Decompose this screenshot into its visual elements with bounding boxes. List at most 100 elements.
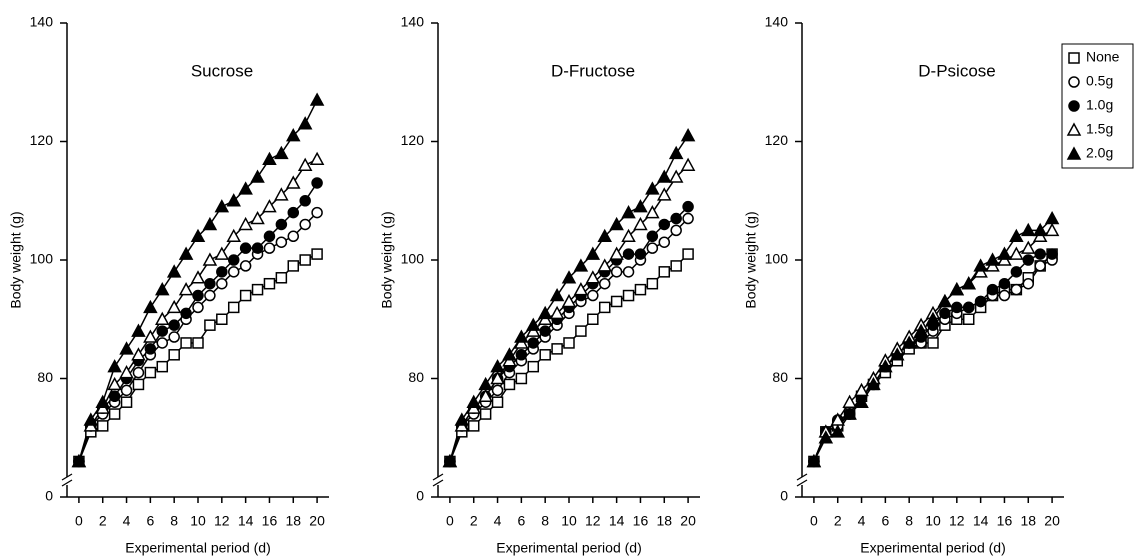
marker bbox=[561, 293, 577, 308]
marker bbox=[1032, 222, 1048, 237]
marker bbox=[1034, 260, 1046, 272]
marker bbox=[587, 313, 599, 325]
marker bbox=[561, 270, 577, 284]
marker bbox=[878, 359, 893, 373]
marker bbox=[143, 299, 158, 314]
marker bbox=[155, 311, 170, 325]
marker bbox=[539, 349, 551, 361]
marker bbox=[299, 218, 311, 231]
marker bbox=[527, 360, 540, 373]
marker bbox=[551, 343, 563, 355]
x-tick-label: 0 bbox=[810, 513, 818, 529]
y-axis-label: Body weight (g) bbox=[8, 211, 24, 308]
marker bbox=[657, 169, 672, 183]
marker bbox=[239, 260, 252, 272]
marker bbox=[961, 276, 976, 290]
marker bbox=[610, 266, 623, 278]
chart-title: D-Fructose bbox=[551, 61, 635, 80]
marker bbox=[645, 205, 660, 219]
marker bbox=[549, 305, 565, 320]
x-axis-label: Experimental period (d) bbox=[860, 540, 1006, 556]
marker bbox=[309, 151, 325, 166]
x-tick-label: 12 bbox=[949, 513, 965, 529]
x-tick-label: 20 bbox=[680, 513, 696, 529]
x-tick-label: 6 bbox=[881, 513, 889, 529]
marker bbox=[1021, 222, 1036, 237]
marker bbox=[670, 224, 682, 237]
marker bbox=[597, 258, 612, 272]
axis-break bbox=[432, 473, 444, 481]
legend: None 0.5g 1.0g 1.5g 2.0g bbox=[1061, 43, 1134, 169]
marker bbox=[155, 282, 170, 296]
marker bbox=[901, 335, 917, 349]
marker bbox=[587, 289, 599, 302]
marker bbox=[262, 151, 277, 166]
marker bbox=[657, 187, 672, 201]
y-tick-label: 100 bbox=[401, 251, 425, 267]
marker bbox=[622, 289, 635, 302]
marker bbox=[226, 193, 241, 207]
marker bbox=[131, 347, 146, 361]
legend-label: 1.0g bbox=[1086, 97, 1113, 113]
marker bbox=[287, 206, 300, 219]
marker bbox=[156, 360, 169, 373]
marker bbox=[132, 378, 145, 391]
x-tick-label: 16 bbox=[633, 513, 649, 529]
y-tick-label: 100 bbox=[30, 251, 54, 267]
marker bbox=[490, 359, 505, 373]
marker bbox=[478, 376, 493, 391]
marker bbox=[806, 453, 822, 468]
marker bbox=[927, 337, 939, 349]
marker bbox=[575, 325, 587, 337]
marker bbox=[974, 295, 987, 308]
marker bbox=[180, 337, 192, 349]
x-tick-label: 18 bbox=[285, 513, 301, 529]
x-tick-label: 14 bbox=[609, 513, 625, 529]
marker bbox=[491, 384, 504, 397]
marker bbox=[216, 313, 228, 325]
legend-label: None bbox=[1086, 49, 1120, 65]
marker bbox=[1044, 222, 1060, 237]
marker bbox=[937, 293, 953, 308]
marker bbox=[658, 266, 671, 278]
marker bbox=[585, 246, 601, 260]
marker bbox=[680, 157, 696, 171]
marker bbox=[238, 181, 253, 195]
marker bbox=[262, 199, 277, 213]
marker bbox=[645, 181, 660, 195]
marker bbox=[190, 270, 206, 284]
marker bbox=[610, 295, 623, 308]
x-tick-label: 18 bbox=[1020, 513, 1036, 529]
marker bbox=[251, 242, 264, 254]
x-tick-label: 10 bbox=[190, 513, 206, 529]
marker bbox=[515, 372, 528, 385]
marker bbox=[71, 453, 87, 468]
marker bbox=[192, 337, 204, 349]
marker bbox=[515, 349, 528, 361]
marker bbox=[238, 216, 253, 231]
x-tick-label: 16 bbox=[997, 513, 1013, 529]
marker bbox=[204, 277, 216, 290]
marker bbox=[598, 277, 611, 290]
x-tick-label: 6 bbox=[146, 513, 154, 529]
marker bbox=[311, 248, 323, 260]
x-tick-label: 12 bbox=[214, 513, 230, 529]
series-line bbox=[78, 212, 318, 462]
marker bbox=[682, 212, 694, 225]
marker bbox=[973, 258, 988, 272]
axis-break bbox=[61, 479, 73, 487]
marker bbox=[156, 337, 169, 349]
marker bbox=[479, 408, 492, 420]
marker bbox=[503, 378, 516, 391]
axis-break bbox=[796, 479, 808, 487]
y-tick-label: 120 bbox=[30, 132, 54, 148]
marker bbox=[646, 230, 659, 243]
marker bbox=[1022, 254, 1035, 266]
marker bbox=[274, 145, 289, 160]
marker bbox=[621, 228, 636, 243]
x-tick-label: 8 bbox=[905, 513, 913, 529]
marker bbox=[986, 283, 999, 296]
x-tick-label: 0 bbox=[446, 513, 454, 529]
